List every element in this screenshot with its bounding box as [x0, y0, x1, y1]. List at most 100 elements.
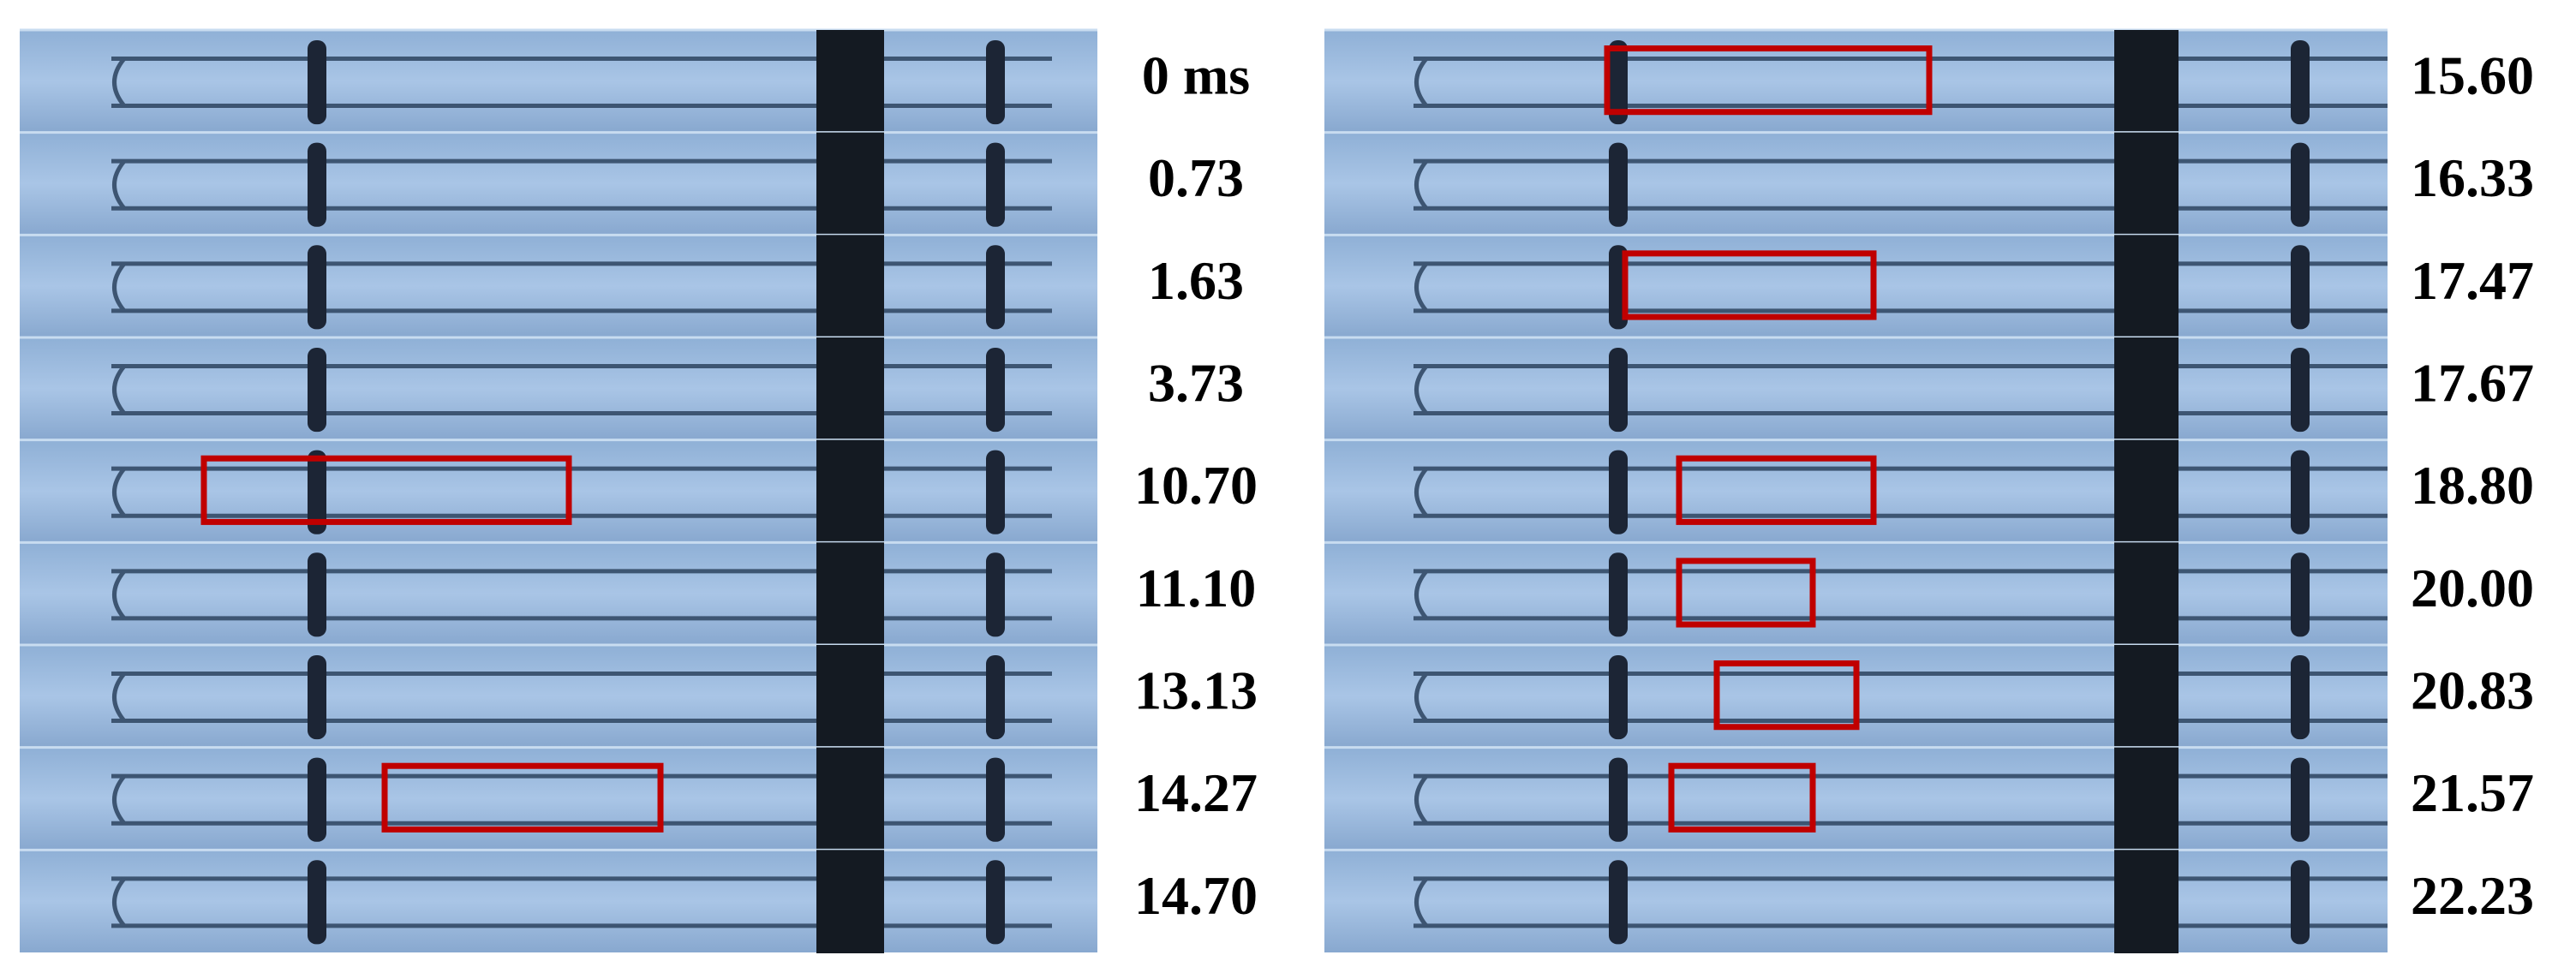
- electrode: [2114, 850, 2179, 953]
- ring: [308, 347, 326, 433]
- ring: [1609, 654, 1628, 740]
- electrode: [2114, 337, 2179, 441]
- ring: [2291, 654, 2310, 740]
- ring: [2291, 347, 2310, 433]
- time-label: 0 ms: [1142, 45, 1250, 106]
- ring: [1609, 39, 1628, 125]
- frame-background: [20, 542, 1097, 645]
- ring: [2291, 757, 2310, 842]
- ring: [986, 757, 1005, 842]
- tube-end: [1414, 467, 1428, 517]
- frame-background: [20, 850, 1097, 952]
- time-label: 20.83: [2411, 660, 2534, 721]
- ring: [1609, 552, 1628, 637]
- time-label: 22.23: [2411, 865, 2534, 926]
- time-label: 1.63: [1148, 250, 1244, 311]
- electrode: [2114, 30, 2179, 134]
- frame-background: [1324, 850, 2388, 952]
- frame-background: [1324, 235, 2388, 337]
- frame-background: [20, 747, 1097, 851]
- ring: [2291, 860, 2310, 945]
- tube-end: [1414, 570, 1428, 620]
- tube-end: [112, 467, 126, 517]
- frame-background: [1324, 337, 2388, 440]
- electrode: [816, 337, 884, 441]
- time-label: 21.57: [2411, 762, 2534, 823]
- ring: [986, 450, 1005, 534]
- frame-background: [1324, 439, 2388, 543]
- frame-background: [1324, 747, 2388, 851]
- ring: [308, 39, 326, 125]
- frame-background: [20, 30, 1097, 133]
- frame-background: [1324, 132, 2388, 236]
- image-panel: [1324, 28, 2388, 953]
- ring: [308, 450, 326, 534]
- ring: [986, 245, 1005, 330]
- highlight-box: [1668, 762, 1816, 833]
- ring: [2291, 245, 2310, 330]
- time-label: 14.27: [1134, 762, 1258, 823]
- ring: [986, 654, 1005, 740]
- ring: [986, 860, 1005, 945]
- ring: [2291, 552, 2310, 637]
- highlight-box: [1622, 250, 1877, 320]
- time-label: 20.00: [2411, 558, 2534, 618]
- highlight-box: [381, 762, 664, 833]
- electrode: [816, 439, 884, 544]
- tube-end: [112, 364, 126, 415]
- frame-background: [20, 337, 1097, 440]
- electrode: [2114, 132, 2179, 236]
- time-label: 16.33: [2411, 147, 2534, 208]
- frame-background: [1324, 30, 2388, 133]
- time-label: 11.10: [1136, 558, 1256, 618]
- tube-end: [1414, 774, 1428, 825]
- highlight-box: [1676, 455, 1877, 525]
- ring: [986, 347, 1005, 433]
- time-label: 17.47: [2411, 250, 2534, 311]
- image-panel: [20, 28, 1097, 953]
- frame-background: [20, 645, 1097, 748]
- ring: [2291, 142, 2310, 227]
- highlight-box: [200, 455, 572, 525]
- ring: [1609, 450, 1628, 534]
- electrode: [816, 747, 884, 851]
- ring: [308, 757, 326, 842]
- tube-end: [112, 570, 126, 620]
- tube-end: [112, 159, 126, 210]
- tube-end: [112, 877, 126, 928]
- tube-end: [1414, 159, 1428, 210]
- ring: [308, 654, 326, 740]
- ring: [1609, 347, 1628, 433]
- highlight-box: [1676, 558, 1816, 628]
- ring: [1609, 757, 1628, 842]
- tube-end: [112, 262, 126, 313]
- ring: [308, 142, 326, 227]
- tube-end: [1414, 877, 1428, 928]
- time-label: 15.60: [2411, 45, 2534, 106]
- time-label: 10.70: [1134, 455, 1258, 516]
- tube-end: [112, 672, 126, 723]
- electrode: [816, 235, 884, 338]
- electrode: [2114, 235, 2179, 338]
- time-label: 0.73: [1148, 147, 1244, 208]
- highlight-box: [1713, 660, 1860, 731]
- electrode: [2114, 439, 2179, 544]
- electrode: [2114, 747, 2179, 851]
- electrode: [816, 30, 884, 134]
- time-label: 17.67: [2411, 353, 2534, 414]
- tube-end: [112, 774, 126, 825]
- electrode: [2114, 542, 2179, 646]
- ring: [1609, 860, 1628, 945]
- tube-end: [1414, 262, 1428, 313]
- tube-end: [1414, 672, 1428, 723]
- ring: [986, 552, 1005, 637]
- time-label: 13.13: [1134, 660, 1258, 721]
- frame-background: [1324, 542, 2388, 645]
- ring: [308, 245, 326, 330]
- electrode: [816, 542, 884, 646]
- ring: [1609, 142, 1628, 227]
- tube-end: [1414, 57, 1428, 108]
- electrode: [816, 132, 884, 236]
- ring: [986, 39, 1005, 125]
